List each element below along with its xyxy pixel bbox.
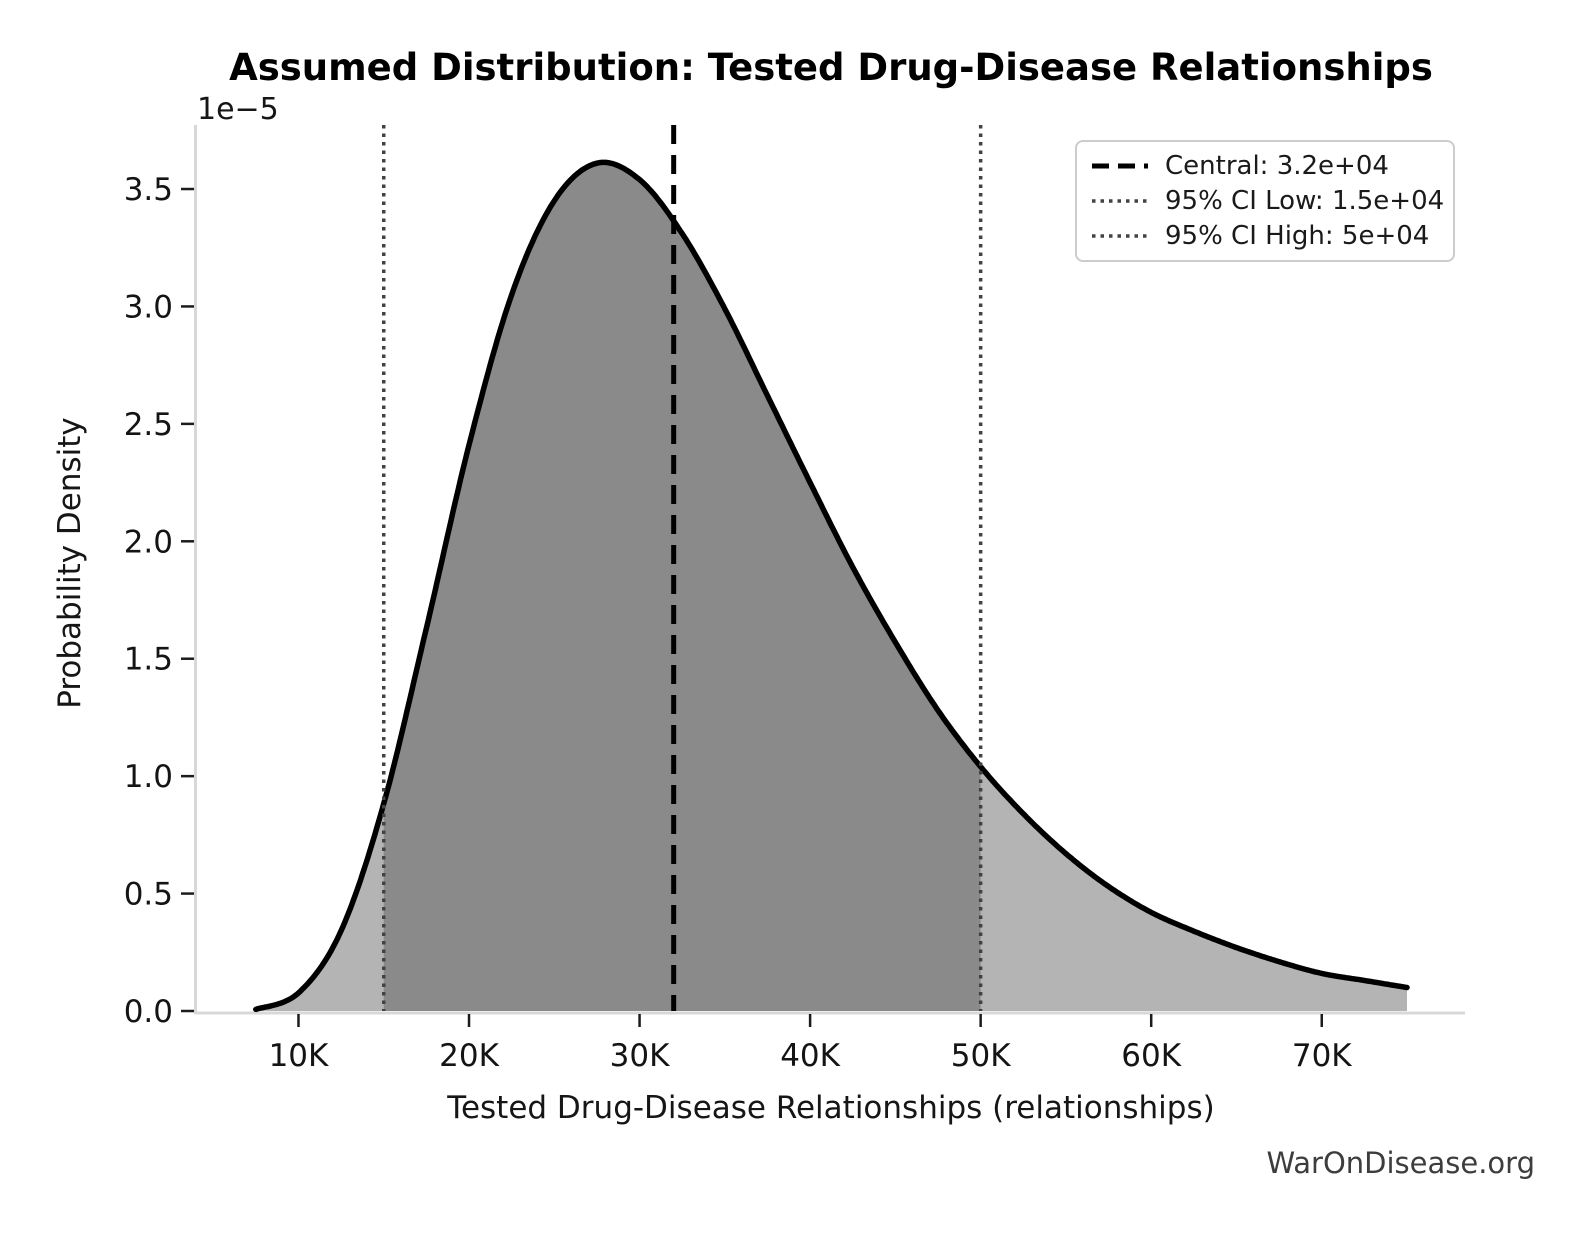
legend: Central: 3.2e+04 95% CI Low: 1.5e+04 95%…	[1075, 140, 1455, 262]
dashed-line-sample	[1092, 163, 1148, 169]
dotted-line-sample	[1092, 234, 1148, 238]
chart-title: Assumed Distribution: Tested Drug-Diseas…	[229, 46, 1433, 89]
x-tick-label: 60K	[1121, 1038, 1181, 1074]
density-curve	[253, 159, 1410, 1013]
x-tick-label: 30K	[610, 1038, 670, 1074]
ci-region-fill	[383, 162, 981, 1011]
x-axis-label: Tested Drug-Disease Relationships (relat…	[447, 1090, 1215, 1126]
y-tick-label: 3.5	[124, 172, 173, 208]
dotted-line-sample	[1092, 199, 1148, 203]
legend-label-ci-high: 95% CI High: 5e+04	[1165, 221, 1430, 251]
y-tick-label: 2.0	[124, 524, 173, 560]
y-tick-label: 0.0	[124, 994, 173, 1030]
y-axis-scale-label: 1e−5	[197, 92, 279, 127]
x-tick-label: 50K	[951, 1038, 1011, 1074]
y-tick-label: 1.0	[124, 759, 173, 795]
legend-item-ci-low: 95% CI Low: 1.5e+04	[1091, 186, 1445, 216]
watermark: WarOnDisease.org	[1266, 1146, 1535, 1180]
legend-item-ci-high: 95% CI High: 5e+04	[1091, 221, 1445, 251]
y-axis-label: Probability Density	[52, 417, 88, 709]
y-tick-label: 0.5	[124, 877, 173, 913]
y-tick-label: 2.5	[124, 407, 173, 443]
legend-label-ci-low: 95% CI Low: 1.5e+04	[1165, 186, 1445, 216]
x-tick-label: 20K	[439, 1038, 499, 1074]
x-tick-label: 40K	[780, 1038, 840, 1074]
legend-label-central: Central: 3.2e+04	[1165, 151, 1389, 181]
x-tick-label: 10K	[269, 1038, 329, 1074]
x-tick-label: 70K	[1292, 1038, 1352, 1074]
y-tick-label: 1.5	[124, 642, 173, 678]
legend-item-central: Central: 3.2e+04	[1091, 151, 1445, 181]
y-tick-label: 3.0	[124, 289, 173, 325]
